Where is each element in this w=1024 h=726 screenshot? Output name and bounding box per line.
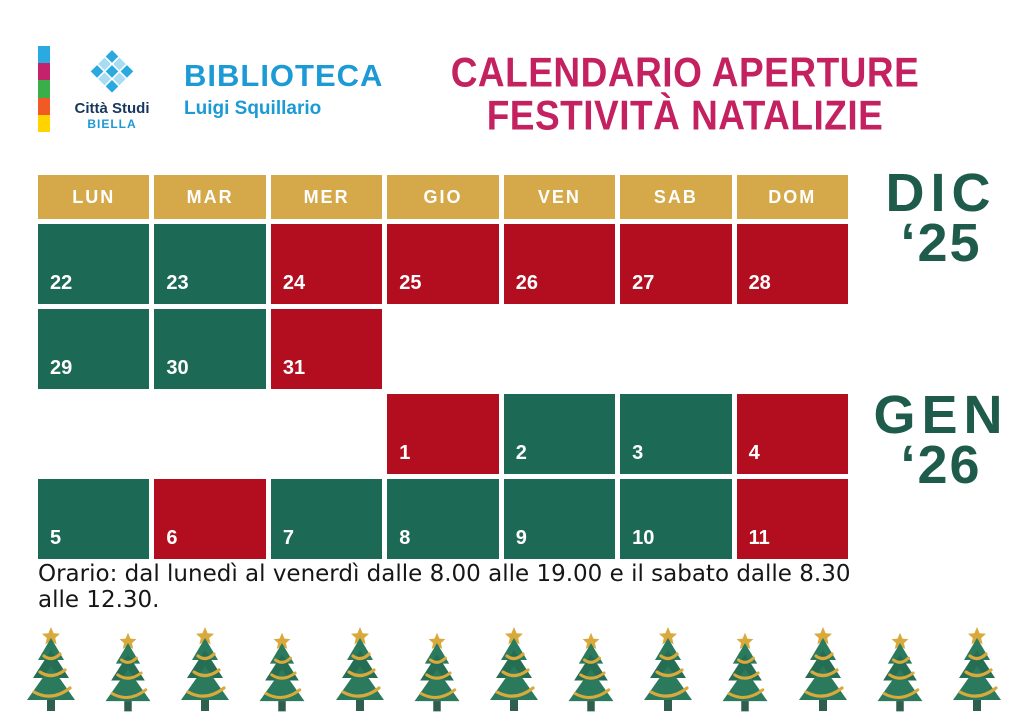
day-number: 31: [282, 357, 306, 379]
calendar-day-cell: 24: [270, 224, 383, 304]
calendar-day-cell: [504, 309, 615, 389]
logo-color-strip-icon: [38, 46, 50, 132]
day-number: 10: [632, 527, 655, 549]
month-labels-column: DIC ‘25 GEN ‘26: [862, 166, 1020, 559]
calendar-day-cell: [154, 394, 265, 474]
opening-hours-text: Orario: dal lunedì al venerdì dalle 8.00…: [38, 561, 851, 613]
calendar-day-cell: 11: [736, 479, 848, 559]
calendar-day-cell: 30: [154, 309, 266, 389]
weekday-header-gio: GIO: [387, 175, 499, 219]
day-number: 26: [515, 272, 538, 294]
weekday-header-mer: MER: [270, 175, 383, 219]
calendar-day-cell: 8: [387, 479, 499, 559]
org-name: Città Studi: [74, 100, 150, 117]
month-year: ‘26: [900, 434, 982, 495]
weekday-header-lun: LUN: [38, 175, 150, 219]
weekday-header-sab: SAB: [620, 175, 732, 219]
christmas-tree-icon: [951, 626, 1003, 713]
calendar-day-cell: 22: [38, 224, 150, 304]
calendar-day-cell: [38, 394, 149, 474]
day-number: 2: [515, 442, 527, 464]
library-person: Luigi Squillario: [184, 98, 322, 119]
calendar-day-cell: 27: [620, 224, 732, 304]
month-label-january: GEN ‘26: [862, 385, 1020, 495]
christmas-tree-icon: [796, 626, 849, 713]
day-number: 3: [632, 442, 644, 464]
christmas-tree-icon: [642, 626, 694, 713]
calendar-day-cell: 23: [154, 224, 266, 304]
page-title-line1: CALENDARIO APERTURE: [450, 49, 920, 96]
day-number: 5: [50, 527, 62, 549]
christmas-tree-icon: [488, 626, 540, 713]
day-number: 7: [282, 527, 294, 549]
calendar-grid: LUN MAR MER GIO VEN SAB DOM 22 23 24 25 …: [38, 175, 848, 559]
day-number: 27: [632, 272, 655, 294]
day-number: 4: [748, 442, 760, 464]
christmas-tree-icon: [258, 632, 307, 713]
calendar-day-cell: [737, 309, 848, 389]
day-number: 29: [50, 357, 73, 379]
month-name: GEN: [873, 385, 1009, 445]
day-number: 8: [399, 527, 411, 549]
calendar-day-cell: 31: [270, 309, 383, 389]
weekday-header-dom: DOM: [736, 175, 848, 219]
calendar-day-cell: 26: [503, 224, 616, 304]
calendar-day-cell: 5: [38, 479, 150, 559]
calendar-day-cell: 9: [503, 479, 616, 559]
calendar-day-cell: 25: [387, 224, 499, 304]
christmas-tree-icon: [104, 632, 153, 713]
calendar-day-cell: 2: [503, 394, 616, 474]
day-number: 28: [748, 272, 771, 294]
day-number: 6: [166, 527, 178, 549]
day-number: 23: [166, 272, 189, 294]
calendar-day-cell: 3: [620, 394, 732, 474]
library-name-block: BIBLIOTECA Luigi Squillario: [184, 46, 383, 120]
day-number: 9: [515, 527, 527, 549]
weekday-header-ven: VEN: [503, 175, 616, 219]
weekday-header-mar: MAR: [154, 175, 266, 219]
christmas-tree-icon: [179, 626, 231, 713]
library-name: BIBLIOTECA: [184, 58, 384, 93]
month-year: ‘25: [900, 212, 982, 273]
calendar-day-cell: 4: [736, 394, 848, 474]
calendar-day-cell: [620, 309, 731, 389]
calendar-day-cell: 28: [736, 224, 848, 304]
calendar-day-cell: 10: [620, 479, 732, 559]
calendar-day-cell: [387, 309, 498, 389]
day-number: 1: [399, 442, 411, 464]
christmas-tree-icon: [25, 626, 77, 713]
citta-studi-logo: Città Studi BIELLA: [66, 46, 158, 131]
christmas-trees-row: [20, 626, 1008, 714]
christmas-tree-icon: [334, 626, 386, 713]
calendar-day-cell: 7: [270, 479, 383, 559]
calendar-day-cell: 6: [154, 479, 266, 559]
calendar-day-cell: 1: [387, 394, 499, 474]
day-number: 30: [166, 357, 189, 379]
month-name: DIC: [885, 163, 997, 223]
day-number: 22: [50, 272, 73, 294]
day-number: 24: [282, 272, 306, 294]
month-label-december: DIC ‘25: [862, 163, 1020, 273]
day-number: 25: [399, 272, 422, 294]
day-number: 11: [748, 527, 770, 549]
brand-block: Città Studi BIELLA BIBLIOTECA Luigi Squi…: [38, 46, 383, 132]
org-city: BIELLA: [87, 117, 137, 131]
calendar-day-cell: [271, 394, 382, 474]
christmas-tree-icon: [721, 632, 770, 713]
calendar-day-cell: 29: [38, 309, 150, 389]
christmas-tree-icon: [567, 632, 616, 713]
christmas-tree-icon: [412, 632, 461, 713]
page-title: CALENDARIO APERTURE FESTIVITÀ NATALIZIE: [440, 49, 930, 139]
page-title-line2: FESTIVITÀ NATALIZIE: [486, 92, 884, 139]
christmas-tree-icon: [875, 632, 924, 713]
diamond-logo-icon: [90, 50, 134, 93]
